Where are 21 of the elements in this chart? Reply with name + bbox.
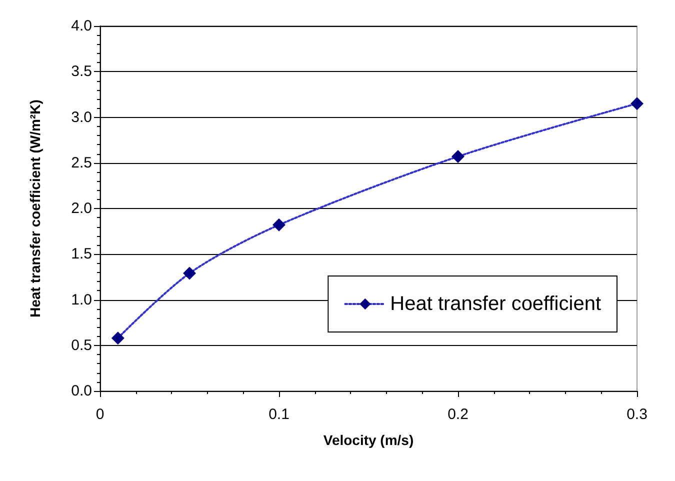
point [452, 150, 464, 163]
point [630, 97, 644, 110]
point [183, 266, 196, 280]
point [272, 218, 286, 232]
y-tick-label: 0.5 [71, 336, 92, 354]
y-tick-label: 2.5 [71, 154, 92, 172]
x-tick-label: 0 [96, 406, 104, 423]
legend-label: Heat transfer coefficient [390, 293, 602, 315]
y-tick-label: 1.5 [71, 246, 92, 263]
x-axis-title: Velocity (m/s) [323, 432, 414, 448]
point [111, 332, 124, 345]
x-tick-label: 0.1 [268, 406, 290, 423]
x-tick-label: 0.3 [626, 406, 648, 423]
y-tick-label: 4.0 [71, 18, 92, 34]
y-axis-title: Heat transfer coefficient (W/m²K) [27, 100, 43, 318]
y-tick-label: 2.0 [71, 200, 92, 217]
y-tick-label: 3.5 [71, 63, 92, 80]
x-tick-label: 0.2 [448, 406, 468, 423]
y-tick-label: 1.0 [71, 291, 92, 308]
y-tick-label: 0.0 [71, 382, 92, 400]
y-tick-label: 3.0 [71, 108, 92, 126]
